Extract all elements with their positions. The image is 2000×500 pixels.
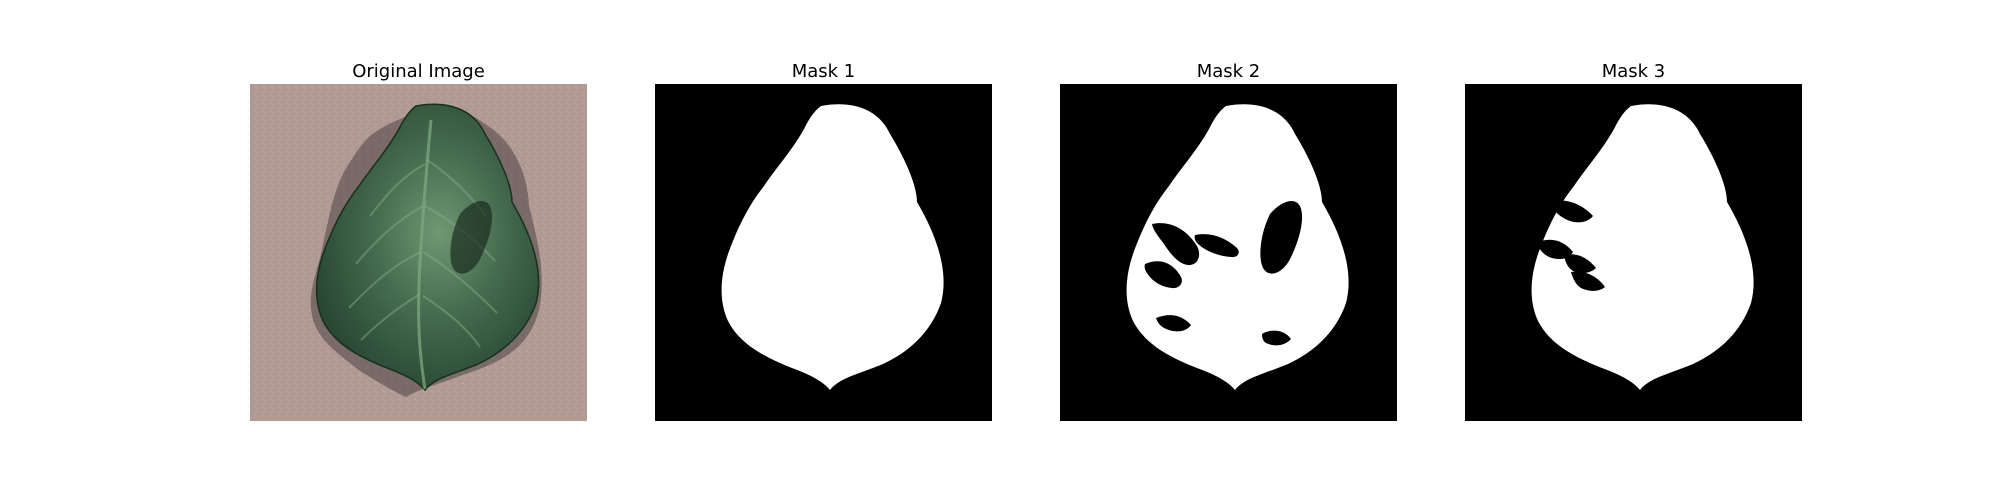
original-image-frame <box>250 84 587 421</box>
panel-title-original-image: Original Image <box>352 61 485 82</box>
mask-1-frame <box>655 84 992 421</box>
mask-3-frame <box>1465 84 1802 421</box>
mask-1-image <box>655 84 992 421</box>
mask-1-foreground <box>721 104 944 391</box>
mask-2-image <box>1060 84 1397 421</box>
mask-3-foreground <box>1531 104 1754 391</box>
panel-title-mask-3: Mask 3 <box>1601 61 1666 82</box>
leaf-midrib <box>417 119 433 390</box>
leaf-dark-patch <box>450 200 493 274</box>
panel-title-mask-1: Mask 1 <box>791 61 856 82</box>
leaf-photo-icon <box>250 84 587 421</box>
mask-3-image <box>1465 84 1802 421</box>
mask-2-frame <box>1060 84 1397 421</box>
panel-title-mask-2: Mask 2 <box>1196 61 1261 82</box>
leaf <box>315 103 540 392</box>
